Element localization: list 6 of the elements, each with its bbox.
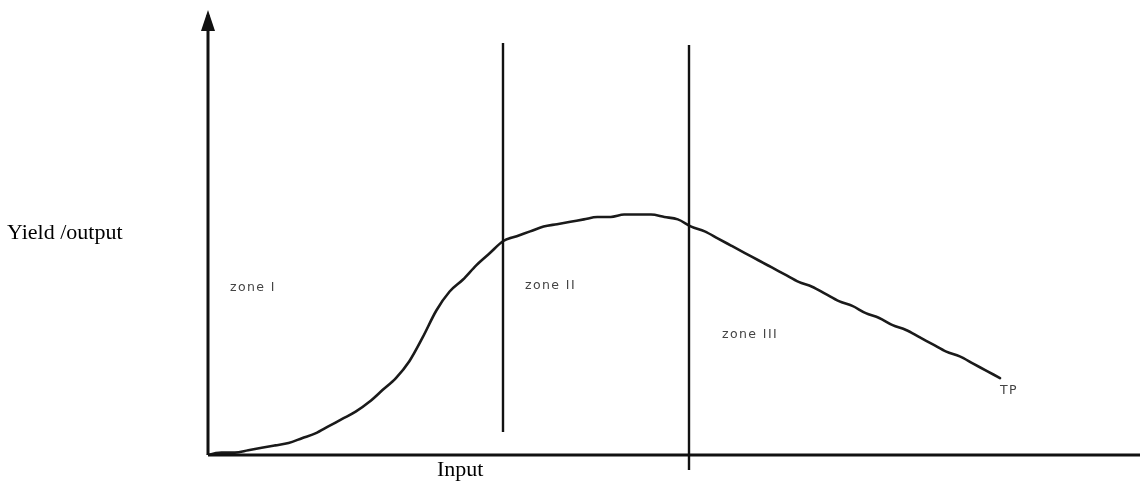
annotation: zone III <box>722 326 779 341</box>
x-axis-title: Input <box>437 456 484 481</box>
annotation: zone I <box>230 279 276 294</box>
annotation: zone II <box>525 277 576 292</box>
annotation: TP <box>999 382 1018 398</box>
y-axis-title: Yield /output <box>7 219 123 244</box>
